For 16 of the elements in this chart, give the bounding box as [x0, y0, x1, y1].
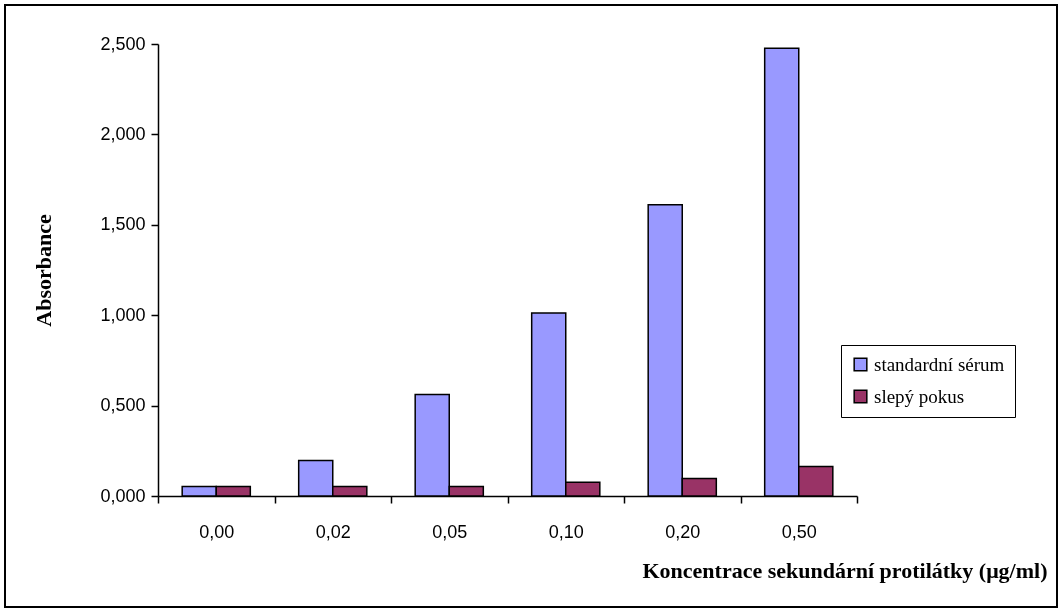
y-tick-label: 0,000 — [100, 485, 146, 506]
y-tick-label: 2,000 — [100, 123, 146, 144]
x-tick-label: 0,10 — [548, 521, 584, 542]
x-tick-label: 0,00 — [199, 521, 235, 542]
y-tick-label: 1,500 — [100, 214, 146, 235]
legend-label: slepý pokus — [874, 385, 965, 407]
x-tick-label: 0,20 — [665, 521, 701, 542]
legend-label: standardní sérum — [874, 353, 1005, 375]
y-tick-label: 0,500 — [100, 395, 146, 416]
y-tick-label: 1,000 — [100, 304, 146, 325]
x-axis-title: Koncentrace sekundární protilátky (μg/ml) — [642, 557, 1048, 583]
y-tick-label: 2,500 — [100, 33, 146, 54]
x-tick-label: 0,50 — [781, 521, 817, 542]
y-axis-title: Absorbance — [30, 214, 56, 327]
x-tick-label: 0,02 — [315, 521, 351, 542]
x-tick-label: 0,05 — [432, 521, 468, 542]
